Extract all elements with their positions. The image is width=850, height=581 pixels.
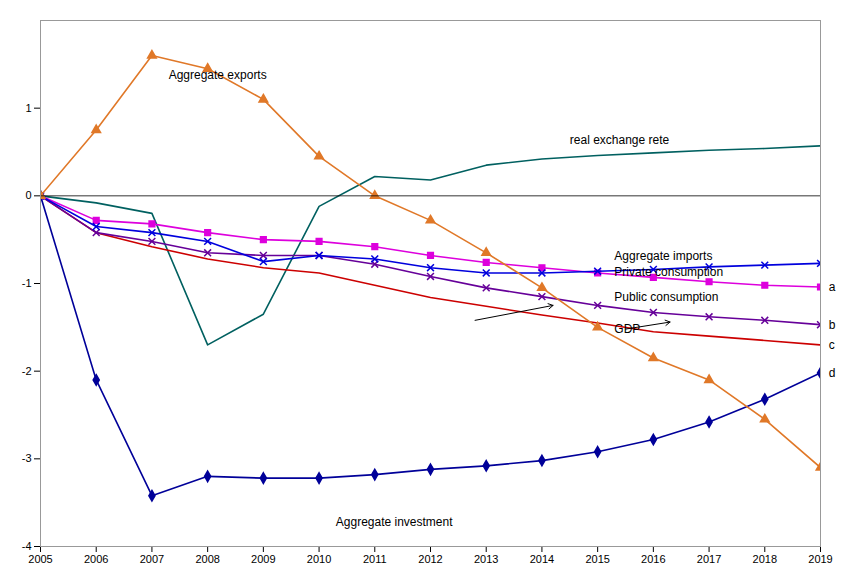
svg-text:0: 0 [25, 189, 31, 201]
svg-text:-2: -2 [22, 365, 32, 377]
svg-text:2013: 2013 [474, 553, 498, 565]
svg-text:Aggregate exports: Aggregate exports [169, 68, 267, 82]
svg-text:-3: -3 [22, 452, 32, 464]
svg-text:2010: 2010 [307, 553, 331, 565]
svg-text:2009: 2009 [251, 553, 275, 565]
svg-text:2012: 2012 [418, 553, 442, 565]
svg-text:2011: 2011 [363, 553, 387, 565]
svg-text:-1: -1 [22, 277, 32, 289]
svg-text:2008: 2008 [195, 553, 219, 565]
svg-text:2017: 2017 [697, 553, 721, 565]
svg-text:Public consumption: Public consumption [614, 290, 718, 304]
svg-text:2015: 2015 [585, 553, 609, 565]
svg-text:d: d [829, 366, 836, 380]
svg-text:b: b [829, 318, 836, 332]
svg-text:real exchange rete: real exchange rete [570, 133, 670, 147]
svg-text:2016: 2016 [641, 553, 665, 565]
svg-text:1: 1 [25, 102, 31, 114]
svg-text:2005: 2005 [28, 553, 52, 565]
svg-text:2006: 2006 [84, 553, 108, 565]
svg-text:Private consumption: Private consumption [614, 265, 723, 279]
svg-text:Aggregate investment: Aggregate investment [336, 515, 453, 529]
svg-text:2014: 2014 [530, 553, 554, 565]
svg-text:-4: -4 [22, 540, 32, 552]
svg-text:2007: 2007 [140, 553, 164, 565]
svg-text:2019: 2019 [808, 553, 832, 565]
svg-text:GDP: GDP [614, 322, 640, 336]
svg-text:c: c [829, 338, 835, 352]
svg-text:Aggregate imports: Aggregate imports [614, 249, 712, 263]
svg-text:2018: 2018 [753, 553, 777, 565]
svg-text:a: a [829, 280, 836, 294]
